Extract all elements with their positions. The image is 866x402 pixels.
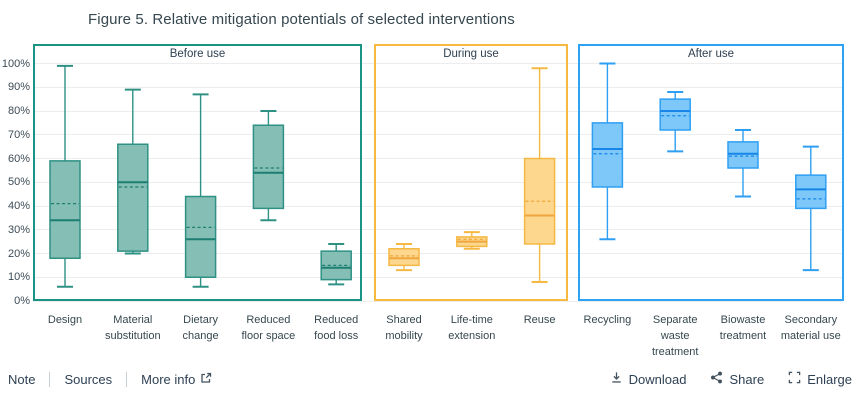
boxplot-reduced-floor-space (252, 110, 285, 222)
category-label-recycling: Recycling (557, 312, 657, 328)
boxplot-separate-waste-treatment (659, 91, 691, 153)
category-label-reduced-floor-space: Reduced floor space (218, 312, 318, 344)
category-label-line: Dietary (183, 314, 219, 326)
note-link[interactable]: Note (8, 372, 35, 387)
category-label-line: treatment (651, 346, 699, 358)
sources-link[interactable]: Sources (64, 372, 112, 387)
gridline (33, 63, 843, 64)
sources-link-label: Sources (64, 371, 113, 387)
boxplot-life-time-extension (456, 231, 488, 250)
gridline (33, 229, 843, 231)
y-tick-label: 30% (7, 223, 30, 236)
gridline (33, 158, 843, 159)
category-label-line: mobility (385, 330, 423, 342)
gridline (33, 300, 843, 302)
y-tick-label: 90% (7, 81, 30, 94)
category-label-line: change (182, 330, 219, 342)
gridline (33, 110, 843, 112)
group-label-during-use: During use (443, 48, 499, 60)
category-label-line: Reduced (246, 314, 291, 326)
y-tick-label: 20% (7, 247, 30, 260)
y-tick-label: 0% (14, 295, 30, 307)
category-label-line: Material (113, 314, 153, 326)
boxplot-secondary-material-use (795, 145, 827, 272)
category-label-biowaste-treatment: Biowaste treatment (693, 312, 793, 344)
share-button[interactable]: Share (710, 371, 764, 387)
boxplot-material-substitution (117, 88, 149, 255)
share-button-label: Share (729, 371, 765, 387)
figure-title: Figure 5. Relative mitigation potentials… (88, 11, 515, 28)
category-label-line: Recycling (583, 314, 632, 326)
category-label-line: Design (47, 314, 83, 326)
category-label-line: food loss (314, 330, 359, 342)
footer-actions: Download Share Enlarge (610, 371, 852, 387)
category-label-line: Separate (652, 314, 698, 326)
category-label-design: Design (15, 312, 115, 328)
y-tick-label: 80% (7, 105, 30, 117)
y-tick-label: 50% (7, 176, 30, 189)
category-label-reduced-food-loss: Reduced food loss (286, 312, 386, 344)
category-label-line: waste (660, 330, 690, 342)
enlarge-button-label: Enlarge (807, 371, 852, 387)
download-icon (610, 371, 623, 387)
y-tick-label: 60% (7, 152, 30, 165)
category-label-separate-waste-treatment: Separate waste treatment (625, 312, 725, 360)
boxplot-dietary-change (184, 93, 217, 288)
more-info-link-label: More info (141, 371, 196, 387)
group-panel-during-use (374, 44, 568, 301)
enlarge-icon (788, 371, 801, 387)
y-tick-label: 10% (7, 271, 30, 284)
divider (49, 371, 51, 387)
category-label-line: Life-time (450, 314, 493, 326)
category-label-shared-mobility: Shared mobility (354, 312, 454, 344)
divider (126, 371, 128, 387)
boxplot-recycling (591, 62, 624, 241)
category-label-dietary-change: Dietary change (151, 312, 251, 344)
boxplot-shared-mobility (388, 243, 420, 272)
category-label-reuse: Reuse (490, 312, 590, 328)
category-label-line: extension (448, 330, 496, 342)
share-icon (710, 371, 723, 387)
group-panel-after-use (578, 44, 844, 301)
more-info-link[interactable]: More info (141, 372, 212, 387)
category-label-line: substitution (104, 330, 161, 342)
group-panel-before-use (33, 44, 362, 301)
group-label-after-use: After use (687, 48, 735, 60)
download-button-label: Download (628, 371, 687, 387)
footer-links: Note Sources More info (8, 371, 212, 387)
y-tick-label: 70% (7, 128, 30, 141)
enlarge-button[interactable]: Enlarge (788, 371, 852, 387)
gridline (33, 205, 843, 207)
gridline (33, 276, 843, 278)
category-label-life-time-extension: Life-time extension (422, 312, 522, 344)
category-label-material-substitution: Material substitution (83, 312, 183, 344)
category-label-line: material use (780, 330, 841, 342)
category-label-line: treatment (719, 330, 767, 342)
category-label-secondary-material-use: Secondary material use (761, 312, 861, 344)
boxplot-reduced-food-loss (320, 243, 352, 286)
footer: Note Sources More info (0, 365, 866, 393)
download-button[interactable]: Download (610, 371, 687, 387)
category-label-line: Shared (386, 314, 422, 326)
y-tick-label: 40% (7, 200, 30, 212)
gridline (33, 253, 843, 254)
external-link-icon (200, 372, 212, 387)
category-label-line: Secondary (784, 314, 838, 326)
boxplot-reuse (523, 67, 556, 283)
note-link-label: Note (8, 371, 36, 387)
category-label-line: floor space (241, 330, 296, 342)
gridline (33, 86, 843, 88)
y-tick-label: 100% (1, 57, 30, 70)
group-label-before-use: Before use (169, 48, 226, 60)
boxplot-biowaste-treatment (727, 129, 759, 198)
category-label-line: Reuse (523, 314, 556, 326)
gridline (33, 134, 843, 136)
category-label-line: Biowaste (720, 314, 766, 326)
boxplot-design (49, 64, 81, 288)
category-label-line: Reduced (314, 314, 359, 326)
gridline (33, 181, 843, 183)
